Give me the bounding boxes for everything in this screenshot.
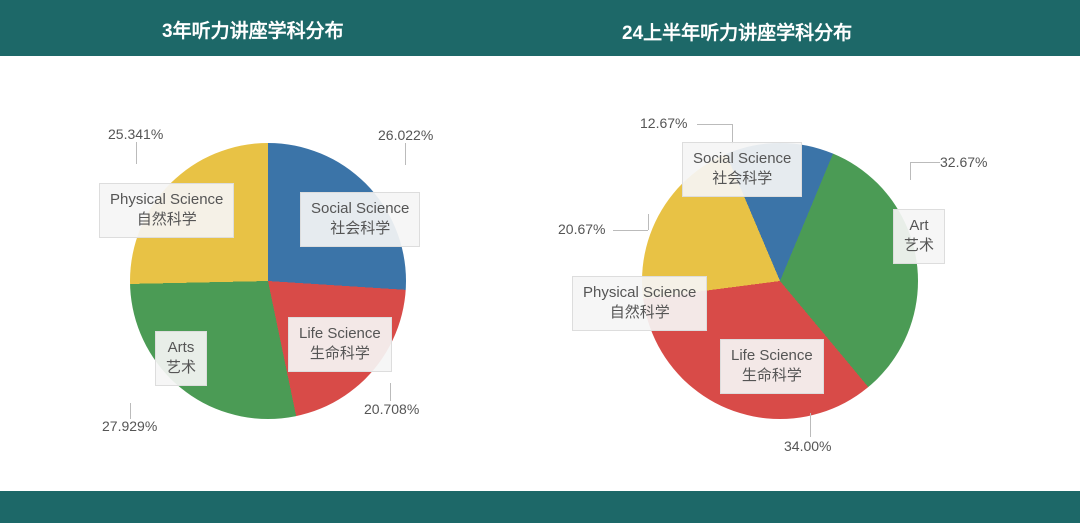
label-en: Life Science — [299, 324, 381, 344]
pct-label: 32.67% — [940, 154, 987, 170]
slice-label-social: Social Science 社会科学 — [300, 192, 420, 247]
label-cn: 自然科学 — [583, 303, 696, 323]
leader-line — [910, 162, 940, 163]
slice-label-physical: Physical Science 自然科学 — [99, 183, 234, 238]
label-en: Social Science — [311, 199, 409, 219]
label-cn: 艺术 — [904, 236, 934, 256]
pct-label: 26.022% — [378, 127, 433, 143]
leader-line — [732, 124, 733, 144]
charts-area: 26.022% 20.708% 27.929% 25.341% Social S… — [0, 56, 1080, 491]
slice-label-art: Art 艺术 — [893, 209, 945, 264]
label-cn: 生命科学 — [299, 344, 381, 364]
leader-line — [405, 143, 406, 165]
label-cn: 艺术 — [166, 358, 196, 378]
header-bar: 3年听力讲座学科分布 24上半年听力讲座学科分布 — [0, 0, 1080, 56]
pct-label: 20.67% — [558, 221, 605, 237]
leader-line — [910, 162, 911, 180]
label-en: Social Science — [693, 149, 791, 169]
label-en: Life Science — [731, 346, 813, 366]
leader-line — [648, 214, 649, 230]
pct-label: 27.929% — [102, 418, 157, 434]
slice-label-arts: Arts 艺术 — [155, 331, 207, 386]
footer-bar — [0, 491, 1080, 523]
pct-label: 20.708% — [364, 401, 419, 417]
leader-line — [697, 124, 732, 125]
slice-label-life: Life Science 生命科学 — [720, 339, 824, 394]
label-en: Art — [904, 216, 934, 236]
label-cn: 社会科学 — [311, 219, 409, 239]
label-cn: 自然科学 — [110, 210, 223, 230]
slice-label-life: Life Science 生命科学 — [288, 317, 392, 372]
label-en: Arts — [166, 338, 196, 358]
pct-label: 12.67% — [640, 115, 687, 131]
pct-label: 25.341% — [108, 126, 163, 142]
label-cn: 生命科学 — [731, 366, 813, 386]
leader-line — [613, 230, 648, 231]
slice-label-social: Social Science 社会科学 — [682, 142, 802, 197]
label-en: Physical Science — [110, 190, 223, 210]
header-title-right: 24上半年听力讲座学科分布 — [622, 18, 852, 45]
label-cn: 社会科学 — [693, 169, 791, 189]
pct-label: 34.00% — [784, 438, 831, 454]
leader-line — [136, 142, 137, 164]
leader-line — [810, 413, 811, 437]
leader-line — [390, 383, 391, 401]
label-en: Physical Science — [583, 283, 696, 303]
slice-label-physical: Physical Science 自然科学 — [572, 276, 707, 331]
header-title-left: 3年听力讲座学科分布 — [162, 16, 344, 43]
leader-line — [130, 403, 131, 419]
